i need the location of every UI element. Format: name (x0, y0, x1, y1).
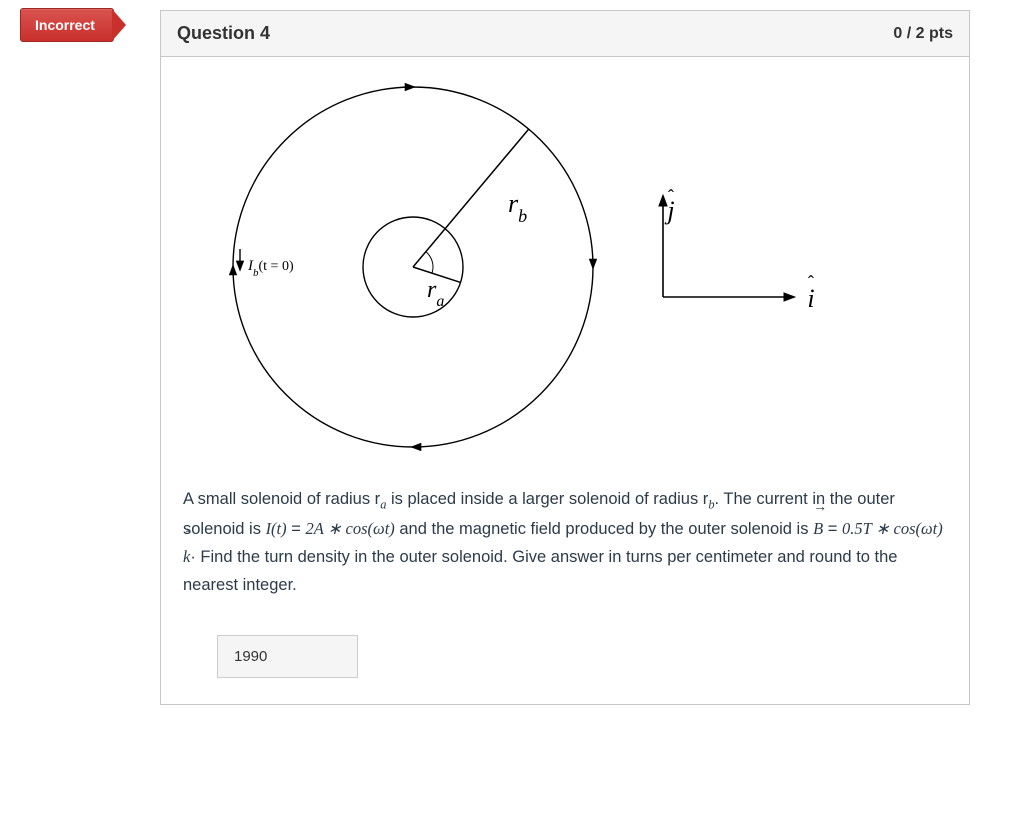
question-container: Incorrect Question 4 0 / 2 pts rbraIb(t … (160, 10, 970, 705)
text-seg: A small solenoid of radius r (183, 490, 380, 508)
eq-rhs: 0.5T ∗ cos(ωt) (842, 519, 943, 538)
status-badge: Incorrect (20, 8, 114, 42)
question-box: Question 4 0 / 2 pts rbraIb(t = 0)ˆjˆi A… (160, 10, 970, 705)
eq-rhs: 2A ∗ cos(ωt) (305, 519, 394, 538)
vector-B: →B (813, 515, 823, 543)
eq-sign: = (823, 520, 842, 538)
text-seg: and the magnetic field produced by the o… (395, 520, 813, 538)
text-seg: is placed inside a larger solenoid of ra… (386, 490, 708, 508)
svg-text:rb: rb (508, 189, 527, 226)
answer-value: 1990 (234, 648, 267, 665)
svg-text:ra: ra (427, 277, 444, 310)
unit-letter: k (183, 547, 190, 566)
question-header: Question 4 0 / 2 pts (161, 11, 969, 57)
eq-sign: = (287, 520, 306, 538)
svg-text:Ib(t = 0): Ib(t = 0) (247, 258, 294, 279)
question-body: rbraIb(t = 0)ˆjˆi A small solenoid of ra… (161, 57, 969, 704)
text-seg: Find the turn density in the outer solen… (183, 548, 897, 594)
eq-lhs: I(t) (266, 519, 287, 538)
answer-field[interactable]: 1990 (217, 635, 358, 678)
question-title: Question 4 (177, 23, 270, 44)
svg-text:i: i (807, 284, 814, 313)
vector-letter: B (813, 519, 823, 538)
solenoid-diagram: rbraIb(t = 0)ˆjˆi (193, 77, 833, 467)
question-points: 0 / 2 pts (893, 25, 953, 43)
question-text: A small solenoid of radius ra is placed … (183, 485, 947, 599)
unit-k-hat: ˆk (183, 543, 190, 571)
status-badge-label: Incorrect (35, 17, 95, 33)
svg-text:j: j (664, 196, 674, 225)
